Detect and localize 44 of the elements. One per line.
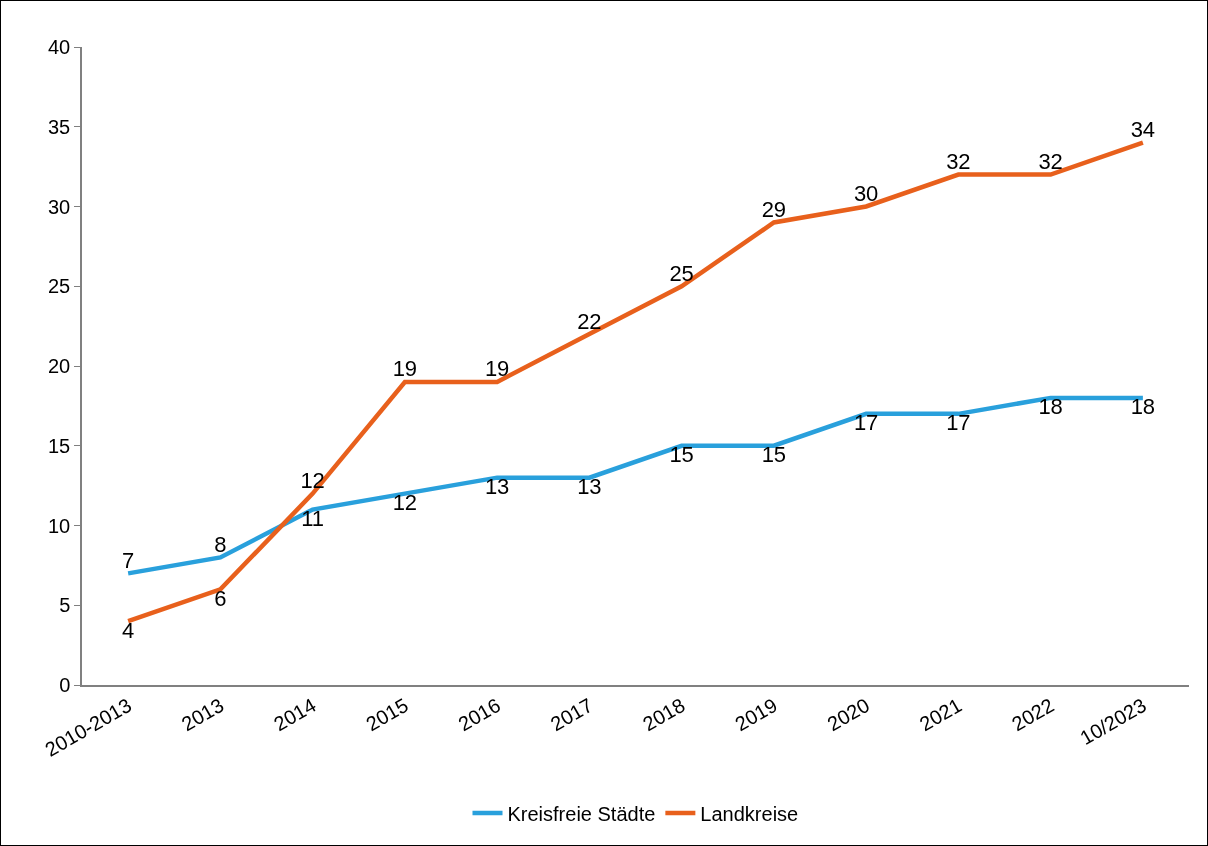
data-label: 13 bbox=[484, 474, 510, 500]
data-label: 15 bbox=[761, 442, 787, 468]
data-label: 17 bbox=[853, 410, 879, 436]
data-label: 29 bbox=[761, 196, 787, 222]
y-tick-label: 5 bbox=[59, 594, 71, 617]
data-label: 13 bbox=[577, 474, 602, 500]
x-tick-label: 2019 bbox=[731, 693, 781, 736]
x-tick-label: 2022 bbox=[1008, 693, 1058, 736]
x-tick-label: 2014 bbox=[270, 693, 320, 736]
x-tick-label: 2013 bbox=[177, 693, 228, 736]
x-tick-label: 2016 bbox=[454, 693, 505, 736]
data-label: 12 bbox=[392, 490, 418, 516]
data-label: 4 bbox=[122, 617, 135, 643]
x-tick-label: 2021 bbox=[915, 693, 966, 736]
y-tick-label: 10 bbox=[48, 514, 71, 537]
x-tick-label: 2015 bbox=[362, 693, 412, 736]
data-label: 19 bbox=[392, 356, 418, 382]
data-label: 25 bbox=[669, 260, 694, 286]
data-label: 30 bbox=[853, 181, 879, 206]
legend-label: Kreisfreie Städte bbox=[507, 802, 656, 825]
x-tick-label: 2017 bbox=[546, 693, 597, 736]
data-label: 18 bbox=[1038, 394, 1063, 420]
data-label: 19 bbox=[484, 356, 510, 382]
data-label: 17 bbox=[946, 410, 971, 436]
y-tick-label: 25 bbox=[48, 275, 71, 298]
data-label: 7 bbox=[122, 547, 135, 573]
x-tick-label: 2020 bbox=[823, 693, 874, 736]
data-label: 6 bbox=[214, 585, 227, 611]
data-label: 34 bbox=[1130, 117, 1156, 143]
y-tick-label: 15 bbox=[48, 434, 71, 457]
y-tick-label: 35 bbox=[48, 115, 71, 138]
y-tick-label: 30 bbox=[48, 195, 71, 218]
y-tick-label: 0 bbox=[59, 674, 71, 696]
y-tick-label: 40 bbox=[48, 36, 71, 58]
data-label: 32 bbox=[1038, 149, 1063, 175]
y-tick-label: 20 bbox=[48, 355, 71, 377]
data-label: 32 bbox=[946, 149, 971, 175]
data-label: 18 bbox=[1130, 394, 1156, 420]
legend-label: Landkreise bbox=[700, 802, 799, 825]
data-label: 11 bbox=[301, 506, 325, 532]
data-label: 15 bbox=[669, 442, 694, 468]
data-label: 22 bbox=[577, 308, 602, 334]
data-label: 8 bbox=[214, 531, 227, 557]
x-tick-label: 2018 bbox=[639, 693, 689, 736]
